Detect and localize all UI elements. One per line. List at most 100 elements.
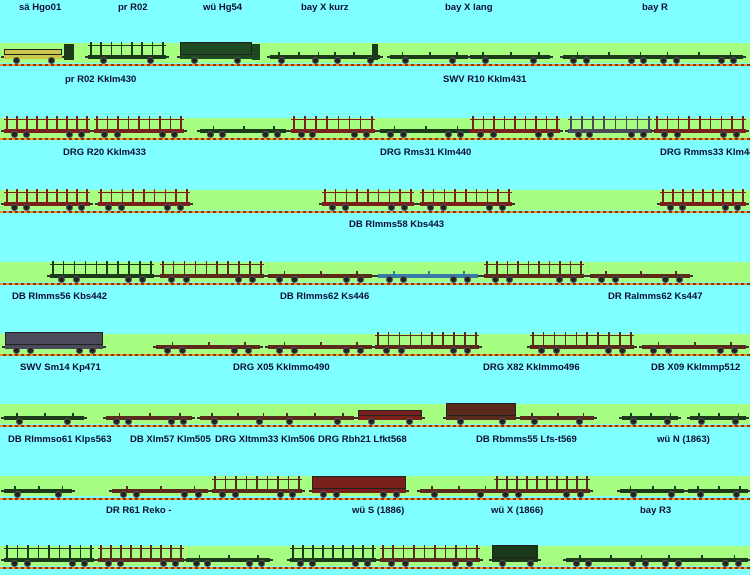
wheel-icon bbox=[119, 491, 127, 498]
wheel-icon bbox=[190, 57, 198, 64]
stake-icon bbox=[37, 545, 39, 559]
wheel-icon bbox=[47, 57, 55, 64]
wheel-icon bbox=[431, 491, 439, 498]
stake-icon bbox=[514, 116, 516, 130]
wagon-label: DB Rlmmso61 Klps563 bbox=[8, 434, 112, 445]
wheel-icon bbox=[171, 131, 179, 138]
stake-icon bbox=[131, 42, 133, 56]
wagon-label: DB Rlmms58 Kbs443 bbox=[349, 219, 445, 230]
freight-wagon-icon bbox=[85, 40, 169, 64]
wheel-icon bbox=[486, 204, 494, 211]
wheel-icon bbox=[585, 560, 593, 567]
stake-icon bbox=[619, 332, 621, 346]
wheel-icon bbox=[182, 276, 190, 283]
stake-icon bbox=[162, 261, 164, 275]
stake-icon bbox=[162, 42, 164, 56]
wagon-label: SWV Sm14 Kp471 bbox=[20, 362, 101, 373]
wheel-icon bbox=[570, 276, 577, 283]
wheel-icon bbox=[586, 131, 594, 138]
stake-icon bbox=[556, 116, 558, 130]
wheel-icon bbox=[104, 560, 112, 567]
stake-icon bbox=[160, 545, 162, 559]
stake-icon bbox=[14, 486, 16, 490]
wheel-icon bbox=[440, 204, 448, 211]
stake-icon bbox=[277, 476, 279, 490]
stake-icon bbox=[720, 116, 722, 130]
wheel-icon bbox=[89, 347, 97, 354]
wheel-icon bbox=[492, 276, 499, 283]
stake-icon bbox=[334, 52, 336, 56]
wheel-icon bbox=[12, 347, 20, 354]
grass-band bbox=[0, 118, 750, 138]
wheel-icon bbox=[329, 204, 337, 211]
wheel-icon bbox=[363, 131, 371, 138]
freight-wagon-icon bbox=[95, 187, 193, 211]
wagon-label: DRG Xltmm33 Klm506 bbox=[215, 434, 315, 445]
wheel-icon bbox=[177, 204, 185, 211]
stake-icon bbox=[709, 116, 712, 130]
stake-icon bbox=[141, 42, 143, 56]
stake-icon bbox=[652, 486, 654, 490]
freight-wagon-icon bbox=[91, 114, 187, 138]
stake-icon bbox=[732, 189, 734, 203]
stake-icon bbox=[96, 116, 98, 130]
stake-icon bbox=[287, 476, 289, 490]
stake-icon bbox=[575, 332, 578, 346]
wagon-label: DRG Rmms33 Klm441 bbox=[660, 147, 750, 158]
stake-icon bbox=[353, 52, 355, 56]
wagon-label: SWV R10 Kklm431 bbox=[443, 74, 527, 85]
wheel-icon bbox=[167, 418, 175, 425]
wheel-icon bbox=[276, 491, 284, 498]
stake-icon bbox=[149, 413, 151, 417]
stake-icon bbox=[510, 52, 512, 56]
stake-icon bbox=[582, 413, 585, 417]
wheel-icon bbox=[582, 57, 590, 64]
wheel-icon bbox=[112, 418, 120, 425]
stake-icon bbox=[581, 116, 583, 130]
freight-wagon-icon bbox=[687, 413, 749, 425]
freight-wagon-icon bbox=[197, 126, 289, 138]
stake-icon bbox=[260, 261, 262, 275]
stake-icon bbox=[150, 545, 152, 559]
stake-icon bbox=[377, 189, 380, 203]
wheel-icon bbox=[181, 491, 189, 498]
stake-icon bbox=[286, 413, 288, 417]
freight-wagon-icon bbox=[657, 187, 749, 211]
freight-wagon-icon bbox=[1, 114, 93, 138]
freight-wagon-icon bbox=[417, 486, 499, 498]
wheel-icon bbox=[466, 560, 473, 567]
stake-icon bbox=[73, 261, 76, 275]
freight-wagon-icon bbox=[153, 342, 263, 354]
freight-wagon-icon bbox=[651, 114, 749, 138]
wheel-icon bbox=[598, 276, 605, 283]
freight-wagon-icon bbox=[517, 413, 597, 425]
wheel-icon bbox=[452, 560, 459, 567]
stake-icon bbox=[169, 116, 171, 130]
stake-icon bbox=[224, 476, 226, 490]
freight-wagon-icon bbox=[617, 486, 687, 498]
stake-icon bbox=[262, 413, 265, 417]
wheel-icon bbox=[574, 131, 582, 138]
wagon-label: DR R61 Reko - bbox=[106, 505, 172, 516]
stake-icon bbox=[283, 342, 286, 346]
wheel-icon bbox=[464, 347, 472, 354]
stake-icon bbox=[46, 189, 48, 203]
stake-icon bbox=[526, 476, 528, 490]
wheel-icon bbox=[406, 418, 413, 425]
rail-track bbox=[0, 138, 750, 140]
wheel-icon bbox=[477, 131, 485, 138]
stake-icon bbox=[737, 413, 740, 417]
wheel-icon bbox=[604, 347, 612, 354]
stake-icon bbox=[90, 42, 92, 56]
stake-icon bbox=[475, 189, 478, 203]
stake-icon bbox=[283, 271, 286, 275]
stake-icon bbox=[697, 486, 699, 490]
stake-icon bbox=[557, 413, 559, 417]
stake-icon bbox=[401, 52, 404, 56]
wheel-icon bbox=[22, 131, 30, 138]
stake-icon bbox=[538, 261, 540, 275]
wheel-icon bbox=[65, 131, 73, 138]
stake-icon bbox=[569, 261, 572, 275]
stake-icon bbox=[484, 486, 487, 490]
wheel-icon bbox=[342, 347, 350, 354]
